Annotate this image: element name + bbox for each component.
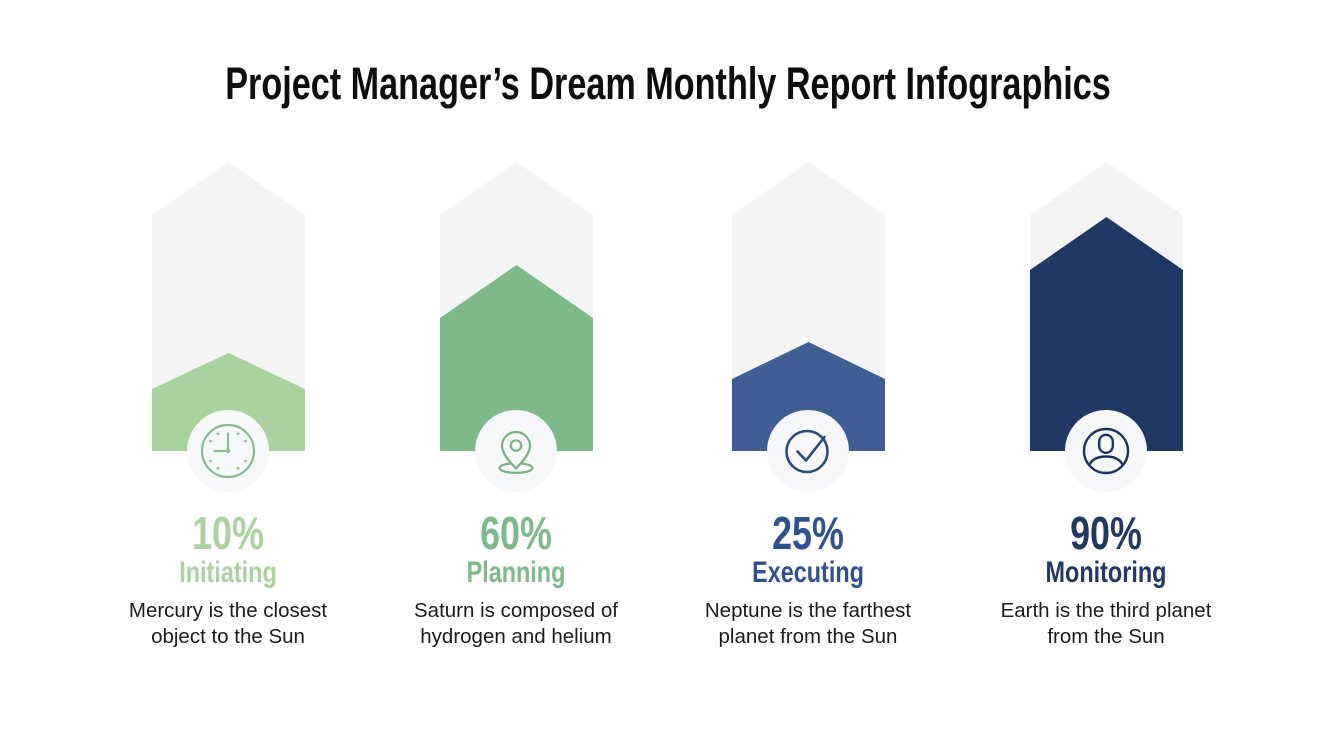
percent-value: 60% [480,507,552,559]
progress-arrow-chart [731,162,885,451]
person-icon [1082,427,1130,475]
icon-badge [187,410,269,492]
icon-badge [1065,410,1147,492]
stage-column-planning: 60% Planning Saturn is composed of hydro… [381,162,651,692]
percent-value: 10% [192,507,264,559]
stage-description: Saturn is composed of hydrogen and heliu… [414,599,618,648]
progress-fill-arrow [439,265,593,451]
stage-description: Neptune is the farthest planet from the … [704,599,912,648]
progress-arrow-chart [439,162,593,451]
stage-column-executing: 25% Executing Neptune is the farthest pl… [673,162,943,692]
stage-label: Executing [752,556,864,589]
stage-column-monitoring: 90% Monitoring Earth is the third planet… [971,162,1241,692]
stage-label: Planning [466,556,566,589]
percent-value: 90% [1070,507,1142,559]
progress-fill-arrow [731,342,885,451]
progress-fill-arrow [151,353,305,451]
progress-arrow-chart [1029,162,1183,451]
stage-description: Earth is the third planet from the Sun [1000,599,1212,648]
percent-value: 25% [772,507,844,559]
progress-arrow-chart [151,162,305,451]
checkmark-icon [785,429,829,474]
stage-column-initiating: 10% Initiating Mercury is the closest ob… [93,162,363,692]
icon-badge [475,410,557,492]
stage-label: Initiating [179,556,277,589]
icon-badge [767,410,849,492]
page-title: Project Manager’s Dream Monthly Report I… [225,58,1111,109]
location-pin-icon [498,430,534,474]
progress-fill-arrow [1029,217,1183,451]
stage-label: Monitoring [1045,556,1167,589]
clock-icon [200,423,256,479]
stage-description: Mercury is the closest object to the Sun [128,599,328,648]
